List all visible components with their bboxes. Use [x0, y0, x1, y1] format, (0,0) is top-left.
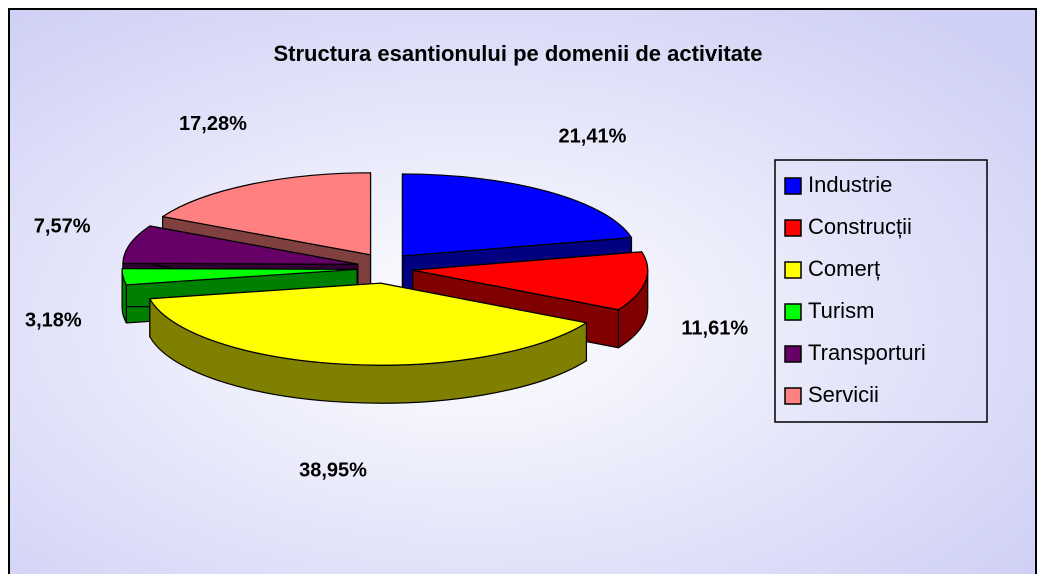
slice	[121, 268, 358, 286]
legend-label: Transporturi	[808, 340, 926, 365]
slice	[122, 225, 359, 265]
legend: Industrie Construcții Comerț Turism Transpor…	[774, 159, 988, 423]
legend-swatch	[784, 261, 802, 279]
legend-label: Comerț	[808, 256, 880, 281]
legend-swatch	[784, 177, 802, 195]
data-label: 17,28%	[179, 113, 247, 135]
legend-label: Industrie	[808, 172, 892, 197]
legend-swatch	[784, 387, 802, 405]
legend-label: Servicii	[808, 382, 879, 407]
legend-swatch	[784, 345, 802, 363]
legend-label: Construcții	[808, 214, 912, 239]
legend-label: Turism	[808, 298, 874, 323]
legend-swatch	[784, 303, 802, 321]
data-label: 38,95%	[299, 460, 367, 482]
pie: 21,41% 11,61% 38,95% 3,18% 7,57% 17,28%	[25, 113, 748, 482]
data-label: 7,57%	[34, 215, 91, 237]
data-label: 3,18%	[25, 309, 82, 331]
data-label: 21,41%	[559, 125, 627, 147]
legend-box	[774, 159, 988, 423]
data-label: 11,61%	[681, 318, 748, 340]
slice	[162, 172, 372, 256]
slice	[149, 282, 588, 366]
chart-title: Structura esantionului pe domenii de act…	[274, 41, 763, 66]
slice	[401, 173, 633, 257]
legend-swatch	[784, 219, 802, 237]
slice	[412, 251, 649, 311]
